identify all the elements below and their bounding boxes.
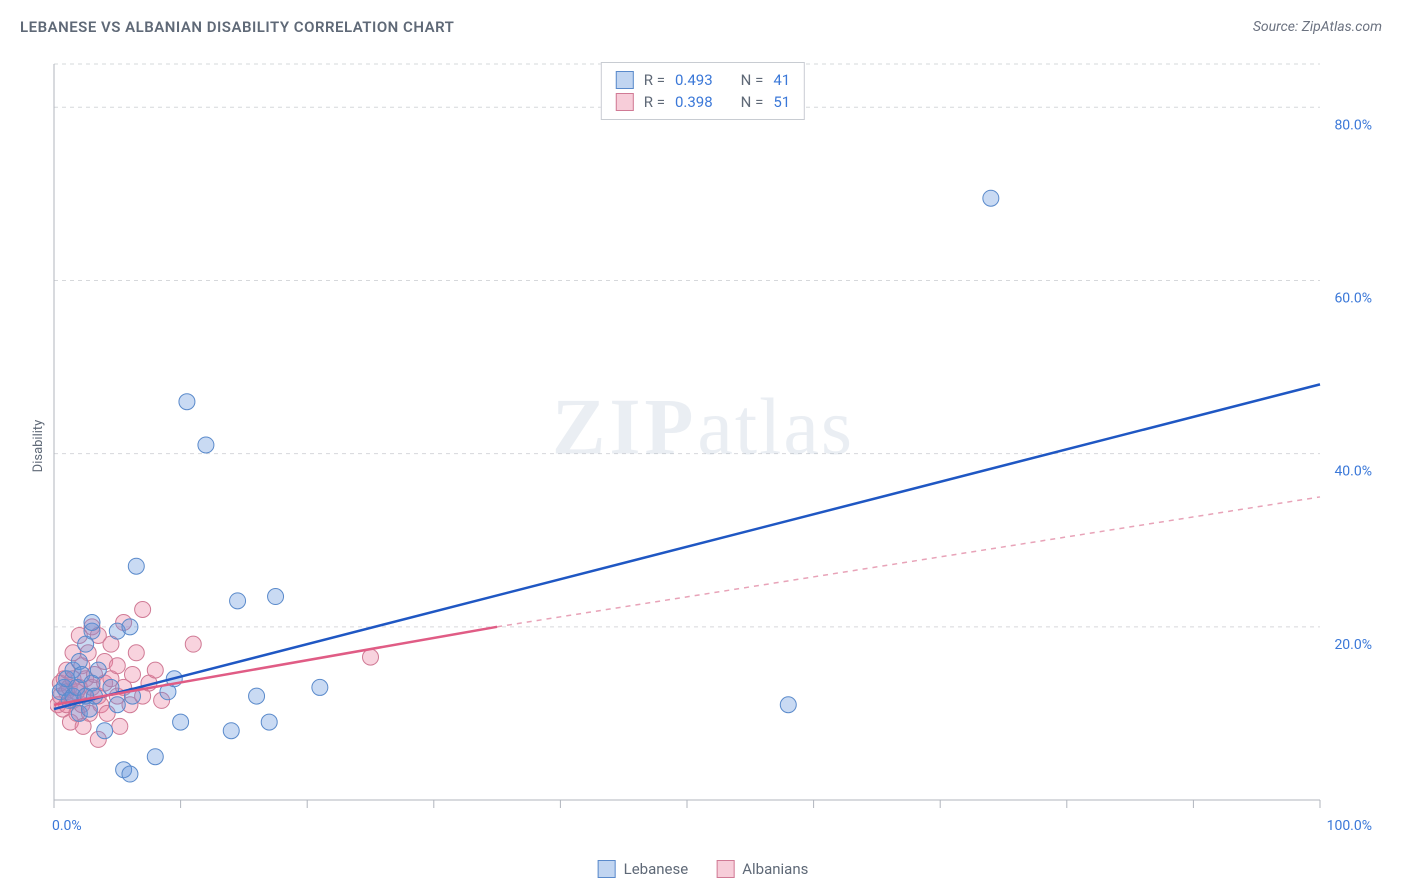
legend-label-lebanese: Lebanese — [624, 860, 689, 878]
swatch-blue-icon — [616, 71, 634, 89]
legend-item-lebanese: Lebanese — [598, 860, 689, 878]
r-value-albanians: 0.398 — [675, 93, 713, 111]
r-label: R = — [644, 71, 665, 89]
plot-area: 20.0% 40.0% 60.0% 80.0% 0.0% 100.0% — [50, 60, 1380, 840]
legend-stats: R = 0.493 N = 41 R = 0.398 N = 51 — [601, 62, 805, 120]
n-label: N = — [741, 93, 764, 111]
svg-text:60.0%: 60.0% — [1334, 290, 1372, 306]
legend-row-albanians: R = 0.398 N = 51 — [616, 91, 790, 113]
swatch-pink-icon — [616, 93, 634, 111]
r-label: R = — [644, 93, 665, 111]
legend-item-albanians: Albanians — [716, 860, 808, 878]
n-value-albanians: 51 — [773, 93, 790, 111]
chart-title: LEBANESE VS ALBANIAN DISABILITY CORRELAT… — [20, 18, 454, 36]
svg-text:100.0%: 100.0% — [1327, 818, 1372, 834]
svg-text:0.0%: 0.0% — [52, 818, 82, 834]
swatch-blue-icon — [598, 860, 616, 878]
svg-text:80.0%: 80.0% — [1334, 117, 1372, 133]
svg-text:20.0%: 20.0% — [1334, 637, 1372, 653]
swatch-pink-icon — [716, 860, 734, 878]
legend-series: Lebanese Albanians — [598, 860, 809, 878]
legend-row-lebanese: R = 0.493 N = 41 — [616, 69, 790, 91]
n-value-lebanese: 41 — [773, 71, 790, 89]
scatter-svg: 20.0% 40.0% 60.0% 80.0% 0.0% 100.0% — [50, 60, 1380, 840]
source-label: Source: ZipAtlas.com — [1253, 19, 1382, 35]
n-label: N = — [741, 71, 764, 89]
svg-text:40.0%: 40.0% — [1334, 464, 1372, 480]
y-axis-label: Disability — [31, 420, 46, 473]
r-value-lebanese: 0.493 — [675, 71, 713, 89]
legend-label-albanians: Albanians — [742, 860, 808, 878]
chart-header: LEBANESE VS ALBANIAN DISABILITY CORRELAT… — [20, 18, 1382, 36]
